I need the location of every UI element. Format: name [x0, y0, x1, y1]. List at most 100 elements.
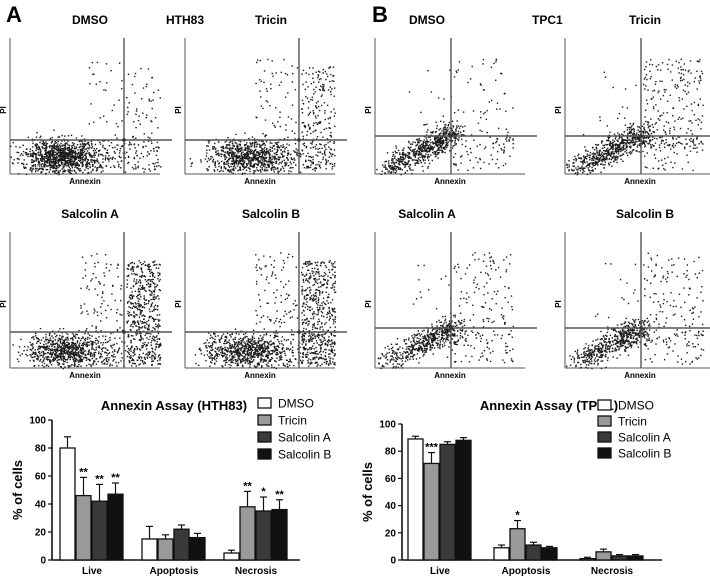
flow-dot [277, 332, 279, 334]
flow-dot [238, 342, 240, 344]
flow-dot [142, 146, 145, 148]
flow-dot [127, 162, 129, 164]
flow-dot [259, 146, 261, 148]
flow-dot [40, 346, 43, 348]
flow-dot [39, 163, 41, 165]
flow-dot [219, 349, 221, 351]
flow-dot [278, 170, 280, 173]
flow-dot [68, 146, 70, 148]
flow-dot [58, 156, 60, 158]
flow-dot [74, 152, 76, 154]
flow-dot [82, 156, 84, 158]
flow-dot [211, 347, 213, 349]
flow-dot [87, 165, 89, 168]
flow-dot [43, 340, 46, 343]
flow-dot [49, 349, 52, 351]
flow-dot [260, 359, 262, 361]
flow-dot [291, 81, 294, 83]
flow-dot [274, 156, 276, 158]
flow-dot [246, 357, 248, 359]
flow-dot [215, 351, 217, 353]
flow-dot [117, 161, 119, 163]
flow-dot [278, 364, 280, 366]
flow-dot [245, 155, 248, 158]
flow-dot [148, 315, 151, 318]
flow-dot [79, 339, 82, 342]
flow-dot [153, 298, 155, 301]
flow-dot [157, 267, 160, 269]
flow-dot [302, 164, 304, 166]
flow-dot [320, 275, 323, 277]
flow-dot [73, 158, 76, 160]
flow-dot [239, 353, 242, 355]
flow-dot [151, 142, 153, 144]
flow-dot [221, 355, 224, 357]
flow-dot [130, 342, 132, 344]
flow-dot [77, 351, 80, 353]
flow-dot [66, 347, 69, 349]
flow-dot [256, 145, 258, 148]
flow-dot [239, 155, 241, 157]
flow-dot [49, 332, 51, 334]
flow-dot [263, 163, 266, 165]
flow-dot [71, 155, 73, 157]
flow-dot [334, 362, 336, 364]
flow-dot [65, 165, 68, 167]
flow-dot [52, 166, 55, 169]
flow-dot [214, 347, 217, 349]
flow-dot [237, 156, 240, 159]
flow-dot [82, 349, 85, 351]
flow-dot [110, 142, 113, 144]
flow-dot [141, 345, 143, 347]
flow-dot [292, 338, 294, 341]
flow-dot [92, 168, 94, 170]
flow-dot [230, 165, 232, 168]
flow-dot [52, 156, 54, 158]
flow-dot [287, 339, 289, 341]
flow-dot [228, 355, 231, 357]
flow-dot [49, 156, 51, 159]
flow-dot [262, 336, 264, 338]
flow-dot [333, 108, 335, 110]
flow-dot [77, 340, 79, 342]
flow-dot [79, 160, 81, 162]
flow-dot [222, 145, 224, 148]
flow-dot [323, 90, 325, 92]
flow-dot [261, 353, 263, 355]
flow-dot [330, 93, 332, 96]
flow-dot [56, 153, 58, 155]
flow-dot [130, 298, 132, 300]
flow-dot [222, 150, 224, 153]
flow-dot [234, 161, 237, 163]
flow-dot [257, 158, 259, 160]
flow-dot [295, 164, 297, 166]
flow-dot [26, 153, 28, 155]
flow-dot [41, 157, 44, 159]
flow-dot [66, 160, 68, 162]
flow-dot [288, 144, 290, 146]
flow-dot [247, 358, 250, 360]
flow-dot [315, 129, 317, 131]
flow-dot [332, 75, 334, 77]
flow-dot [287, 365, 289, 368]
flow-dot [141, 360, 144, 362]
flow-dot [153, 338, 155, 340]
flow-dot [81, 348, 83, 350]
flow-dot [111, 347, 113, 349]
flow-dot [268, 165, 270, 167]
flow-dot [256, 354, 258, 357]
flow-dot [55, 336, 57, 338]
flow-dot [238, 357, 240, 359]
flow-dot [46, 364, 48, 366]
flow-dot [258, 354, 260, 356]
flow-dot [313, 93, 315, 95]
flow-dot [40, 354, 43, 356]
flow-dot [60, 142, 62, 145]
flow-dot [264, 350, 267, 353]
flow-dot [49, 360, 51, 362]
flow-dot [233, 168, 235, 170]
flow-dot [91, 335, 93, 337]
flow-dot [286, 154, 289, 156]
flow-dot [212, 148, 215, 150]
flow-dot [238, 358, 241, 361]
